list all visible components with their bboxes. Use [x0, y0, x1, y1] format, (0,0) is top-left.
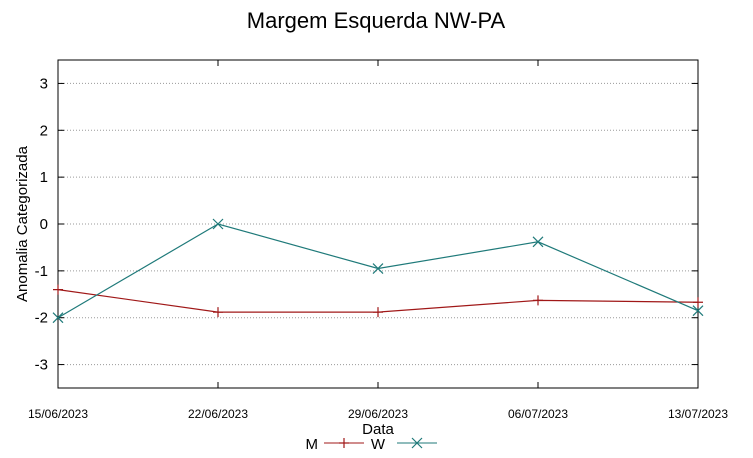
- data-point-w: [212, 218, 224, 230]
- legend-symbol-m: [339, 438, 349, 448]
- y-axis-label: Anomalia Categorizada: [14, 145, 31, 302]
- legend-marker-m: [339, 438, 349, 448]
- y-tick-label: 3: [40, 75, 48, 92]
- x-tick-label: 13/07/2023: [668, 407, 728, 421]
- x-tick-label: 29/06/2023: [348, 407, 408, 421]
- y-tick-label: -3: [35, 357, 48, 374]
- x-axis-label: Data: [362, 421, 394, 438]
- legend-marker-w: [411, 437, 423, 449]
- legend-label-w: W: [371, 436, 386, 453]
- chart-title: Margem Esquerda NW-PA: [247, 8, 506, 33]
- data-point-w: [532, 236, 544, 248]
- y-axis-ticks: 3 2 1 0 -1 -2 -3: [35, 75, 698, 374]
- grid-lines: [58, 82, 698, 366]
- legend: M W: [306, 436, 437, 453]
- x-axis-ticks: 15/06/2023 22/06/2023 29/06/2023 06/07/2023…: [28, 60, 728, 421]
- y-tick-label: -1: [35, 263, 48, 280]
- data-point-m: [693, 297, 703, 308]
- data-point-w: [692, 305, 704, 317]
- legend-symbol-w: [411, 437, 423, 449]
- data-point-m: [53, 284, 63, 295]
- y-tick-label: 2: [40, 122, 48, 139]
- data-point-m: [373, 307, 383, 318]
- x-tick-label: 06/07/2023: [508, 407, 568, 421]
- y-tick-label: -2: [35, 310, 48, 327]
- x-tick-label: 22/06/2023: [188, 407, 248, 421]
- data-point-w: [372, 263, 384, 274]
- legend-label-m: M: [306, 436, 319, 453]
- data-point-m: [213, 307, 223, 318]
- data-point-w: [52, 312, 64, 324]
- y-tick-label: 1: [40, 169, 48, 186]
- series-lines: [52, 218, 704, 324]
- x-tick-label: 15/06/2023: [28, 407, 88, 421]
- data-point-m: [533, 295, 543, 306]
- y-tick-label: 0: [40, 216, 48, 233]
